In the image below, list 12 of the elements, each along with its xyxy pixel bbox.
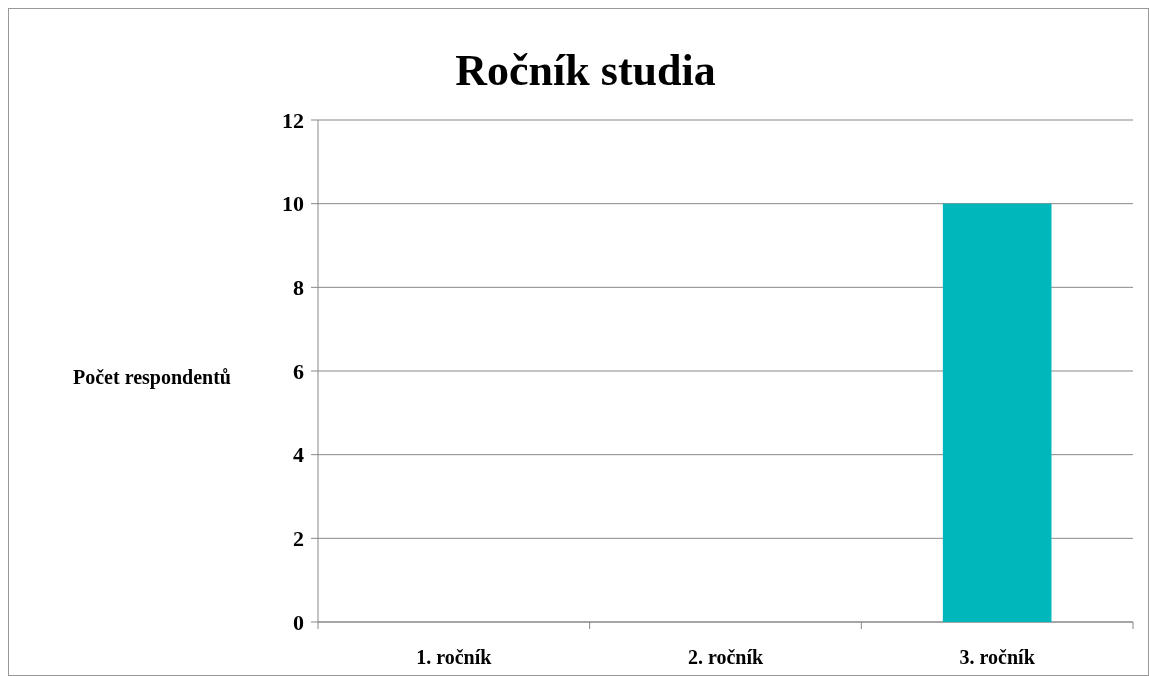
- y-tick-label: 12: [282, 107, 304, 133]
- y-axis-title: Počet respondentů: [73, 366, 231, 389]
- y-tick-label: 6: [293, 358, 304, 384]
- y-tick-label: 8: [293, 275, 304, 301]
- x-tick-label: 3. ročník: [959, 646, 1036, 668]
- x-tick-label: 1. ročník: [416, 646, 493, 668]
- y-tick-label: 10: [282, 191, 304, 217]
- y-tick-label: 2: [293, 526, 304, 552]
- chart-title: Ročník studia: [455, 46, 716, 95]
- y-tick-label: 0: [293, 609, 304, 635]
- x-tick-label: 2. ročník: [687, 646, 764, 668]
- y-tick-label: 4: [293, 442, 304, 468]
